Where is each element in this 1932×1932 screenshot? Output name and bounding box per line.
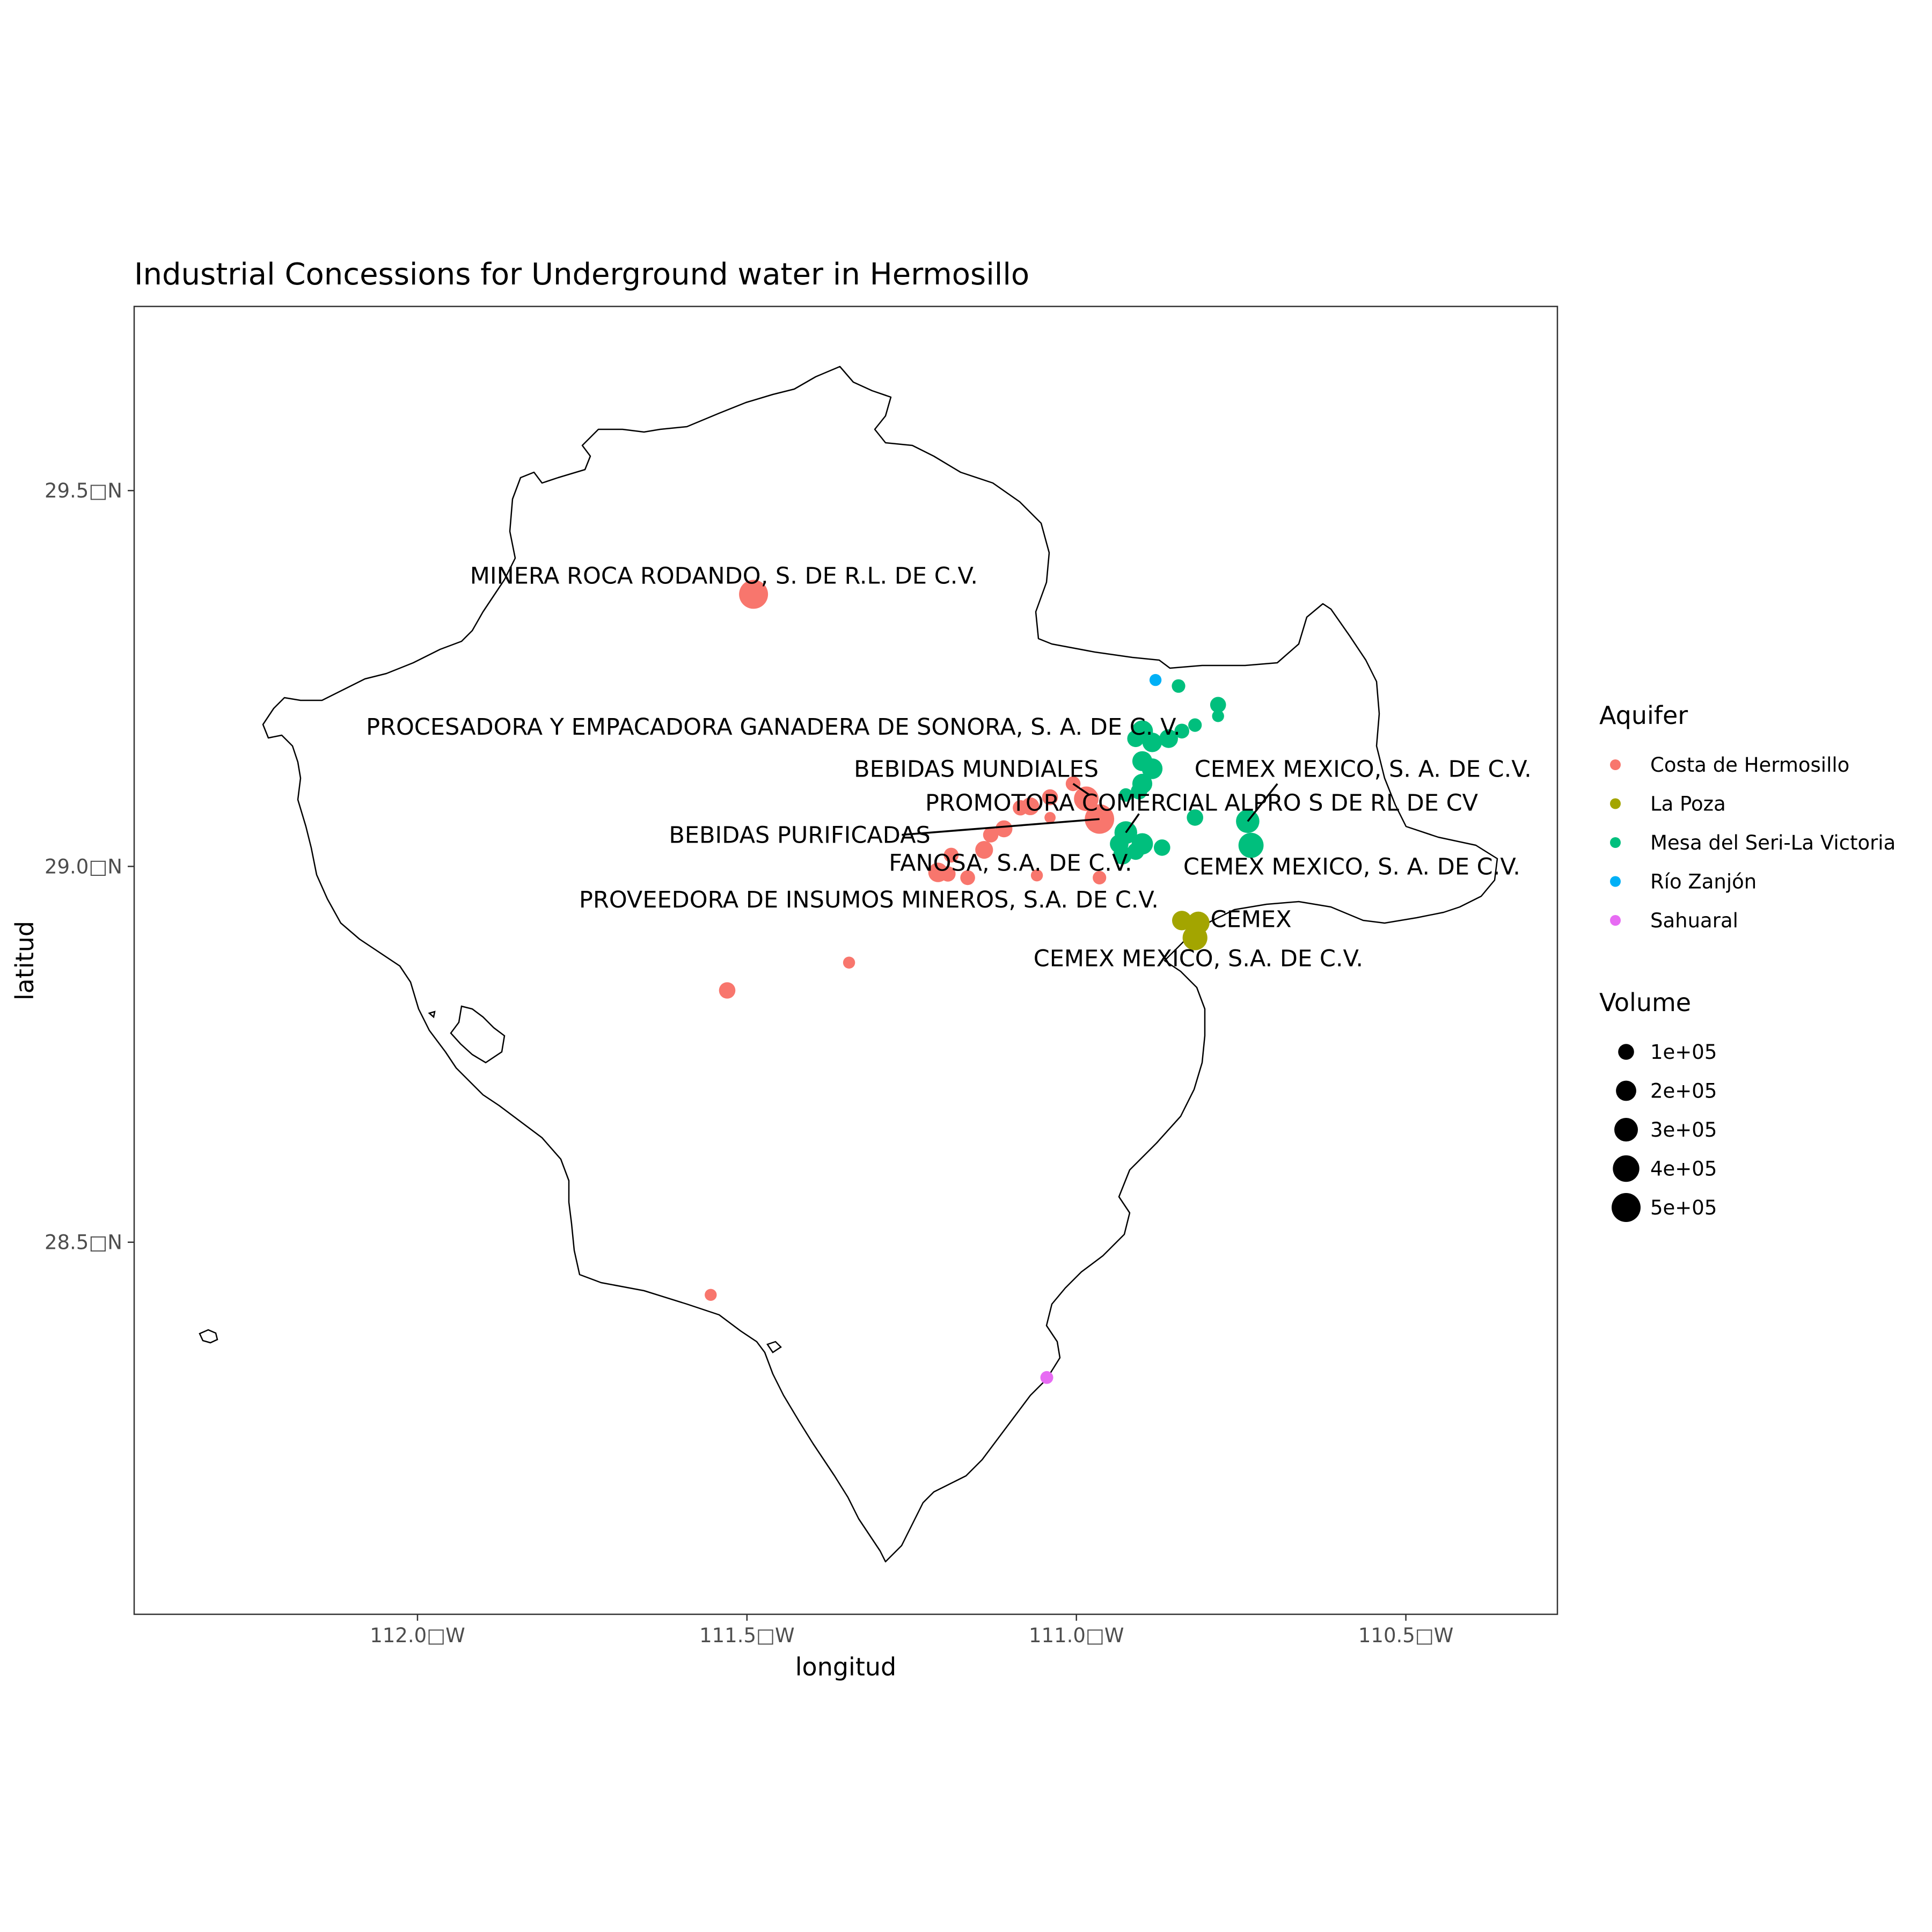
concession-point bbox=[1187, 809, 1203, 826]
concession-point bbox=[1127, 843, 1144, 860]
x-axis: 112.0□W 111.5□W 111.0□W 110.5□W bbox=[370, 1614, 1453, 1647]
leader-lines bbox=[902, 782, 1278, 836]
coast-islet bbox=[766, 1341, 782, 1353]
concession-label: FANOSA, S.A. DE C.V. bbox=[889, 850, 1132, 876]
x-axis-title: longitud bbox=[795, 1652, 896, 1681]
concession-label: PROVEEDORA DE INSUMOS MINEROS, S.A. DE C… bbox=[579, 887, 1159, 913]
legend-size-key bbox=[1613, 1155, 1640, 1182]
concession-point bbox=[1113, 846, 1132, 865]
concession-point bbox=[1127, 730, 1144, 748]
coast-islet bbox=[450, 1005, 506, 1064]
concession-point bbox=[1074, 786, 1099, 811]
color-legend: Aquifer Costa de Hermosillo La Poza Mesa d… bbox=[1599, 701, 1896, 932]
municipality-outline bbox=[262, 365, 1498, 1563]
concession-label: PROMOTORA COMERCIAL ALPRO S DE RL DE CV bbox=[925, 789, 1479, 816]
y-tick-label: 28.5□N bbox=[45, 1231, 122, 1254]
concession-label: CEMEX MEXICO, S.A. DE C.V. bbox=[1034, 945, 1363, 972]
legend-color-key bbox=[1610, 759, 1621, 770]
y-axis: 29.5□N 29.0□N 28.5□N bbox=[45, 479, 134, 1254]
legend-size-key bbox=[1614, 1118, 1638, 1141]
legend-color-key bbox=[1610, 798, 1621, 809]
color-legend-title: Aquifer bbox=[1599, 701, 1688, 730]
concession-point bbox=[1042, 789, 1058, 806]
legend-color-label: Mesa del Seri-La Victoria bbox=[1650, 831, 1896, 854]
concession-point bbox=[943, 847, 959, 863]
x-tick-label: 111.5□W bbox=[699, 1624, 794, 1647]
concession-point bbox=[1132, 751, 1153, 771]
x-tick-label: 112.0□W bbox=[370, 1624, 465, 1647]
legend-size-label: 2e+05 bbox=[1650, 1080, 1717, 1103]
concession-point bbox=[975, 841, 993, 859]
concession-point bbox=[705, 1289, 717, 1301]
concession-point bbox=[1030, 869, 1043, 882]
concession-point bbox=[983, 827, 999, 843]
concession-point bbox=[739, 580, 769, 609]
concession-point bbox=[960, 870, 975, 885]
legend-color-label: Sahuaral bbox=[1650, 909, 1738, 932]
plot-title: Industrial Concessions for Underground w… bbox=[134, 257, 1029, 292]
concession-point bbox=[1212, 710, 1224, 722]
concession-point bbox=[995, 820, 1013, 838]
x-tick-label: 110.5□W bbox=[1358, 1624, 1453, 1647]
concession-label: BEBIDAS PURIFICADAS bbox=[669, 822, 930, 849]
concession-label: BEBIDAS MUNDIALES bbox=[854, 756, 1099, 782]
label-leader-line bbox=[902, 818, 1100, 836]
coast-islet bbox=[428, 1011, 436, 1019]
concession-point bbox=[1013, 800, 1028, 816]
concession-label: CEMEX bbox=[1211, 906, 1292, 933]
concession-point bbox=[1172, 679, 1185, 693]
size-legend: Volume 1e+05 2e+05 3e+05 4e+05 5e+05 bbox=[1599, 988, 1717, 1222]
label-leader-line bbox=[1072, 782, 1091, 796]
legend-size-key bbox=[1612, 1193, 1641, 1222]
concession-label: PROCESADORA Y EMPACADORA GANADERA DE SON… bbox=[366, 714, 1180, 741]
concession-point bbox=[1159, 729, 1179, 748]
concession-point bbox=[1040, 1371, 1053, 1384]
concession-point bbox=[1093, 870, 1107, 884]
concession-point bbox=[1131, 783, 1147, 800]
legend-size-label: 3e+05 bbox=[1650, 1118, 1717, 1141]
x-tick-label: 111.0□W bbox=[1029, 1624, 1124, 1647]
concession-point bbox=[719, 982, 736, 999]
concession-point bbox=[1210, 697, 1226, 713]
legend-color-label: Río Zanjón bbox=[1650, 870, 1757, 894]
concession-point bbox=[1044, 812, 1056, 823]
legend-color-label: Costa de Hermosillo bbox=[1650, 753, 1849, 777]
legend-size-key bbox=[1616, 1080, 1636, 1101]
y-tick-label: 29.0□N bbox=[45, 855, 122, 878]
label-leader-line bbox=[1247, 783, 1278, 822]
concession-point bbox=[1238, 832, 1264, 858]
concession-point bbox=[1142, 733, 1162, 752]
size-legend-title: Volume bbox=[1599, 988, 1691, 1017]
concession-label: MINERA ROCA RODANDO, S. DE R.L. DE C.V. bbox=[470, 562, 978, 589]
concession-label: CEMEX MEXICO, S. A. DE C.V. bbox=[1183, 853, 1520, 880]
island-outline bbox=[199, 1329, 218, 1344]
concession-point bbox=[1172, 911, 1192, 931]
concession-point bbox=[1154, 839, 1170, 856]
legend-size-label: 5e+05 bbox=[1650, 1196, 1717, 1219]
legend-size-label: 4e+05 bbox=[1650, 1158, 1717, 1181]
concession-point bbox=[1174, 723, 1189, 739]
concession-point bbox=[940, 866, 956, 882]
legend-color-key bbox=[1610, 837, 1621, 848]
point-labels: MINERA ROCA RODANDO, S. DE R.L. DE C.V. P… bbox=[366, 562, 1532, 972]
concession-label: CEMEX MEXICO, S. A. DE C.V. bbox=[1195, 756, 1532, 782]
legend-size-key bbox=[1618, 1044, 1634, 1060]
legend-size-label: 1e+05 bbox=[1650, 1041, 1717, 1064]
concession-point bbox=[1188, 718, 1202, 732]
label-leader-line bbox=[1125, 813, 1140, 833]
concession-point bbox=[1065, 776, 1081, 792]
concession-point bbox=[843, 956, 855, 969]
legend-color-key bbox=[1610, 876, 1621, 887]
basemap bbox=[199, 365, 1498, 1563]
legend-color-label: La Poza bbox=[1650, 793, 1726, 816]
y-axis-title: latitud bbox=[10, 921, 39, 1000]
concession-point bbox=[1149, 674, 1162, 686]
y-tick-label: 29.5□N bbox=[45, 479, 122, 502]
concession-point bbox=[1119, 788, 1133, 802]
legend-color-key bbox=[1610, 915, 1621, 926]
concession-point bbox=[1187, 911, 1210, 934]
